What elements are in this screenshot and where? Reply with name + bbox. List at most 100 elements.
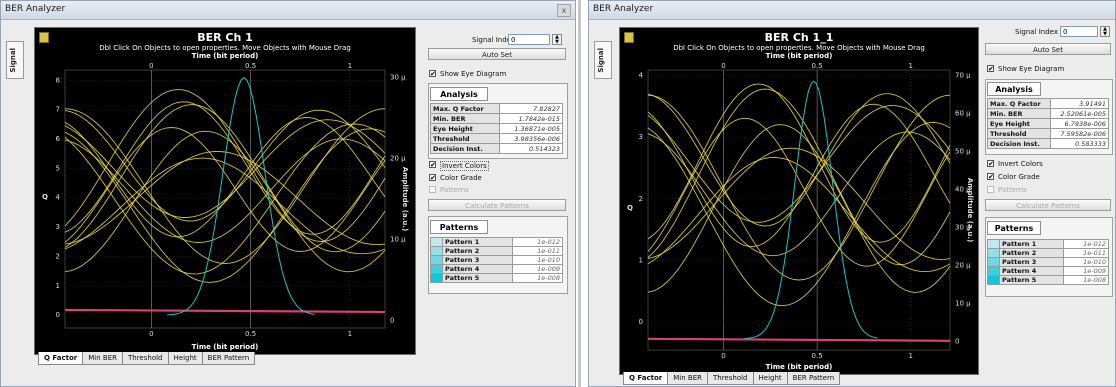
pattern-name: Pattern 3 <box>441 255 514 265</box>
eye-trace <box>64 123 386 275</box>
pattern-name: Pattern 2 <box>441 246 514 256</box>
ber-analyzer-window-right: BER Analyzer Signal BER Ch 1_1 Dbl Click… <box>588 0 1116 387</box>
invert-colors-checkbox[interactable]: ✔ <box>429 161 436 169</box>
top-axis-label: Time (bit period) <box>765 52 833 60</box>
pattern-color-swatch[interactable] <box>987 275 1000 285</box>
pattern-ber-value: 1e-012 <box>512 237 563 247</box>
tab-q-factor[interactable]: Q Factor <box>38 352 84 365</box>
pattern-row[interactable]: Pattern 4 1e-009 <box>430 264 563 274</box>
invert-colors-checkbox[interactable]: ✔ <box>987 160 994 168</box>
pattern-row[interactable]: Pattern 3 1e-010 <box>430 255 563 265</box>
right-tick-label: 10 μ <box>390 235 406 243</box>
analysis-table: Max. Q Factor 7.82827 Min. BER 1.7842e-015 E… <box>429 103 563 154</box>
tab-ber-pattern[interactable]: BER Pattern <box>201 352 256 365</box>
plot-properties-icon[interactable] <box>624 32 634 43</box>
top-tick-label: 1 <box>348 62 352 70</box>
pattern-row[interactable]: Pattern 4 1e-009 <box>987 266 1110 276</box>
signal-index-label: Signal Index <box>1015 28 1058 36</box>
tab-height[interactable]: Height <box>752 372 788 385</box>
analysis-value: 0.514323 <box>499 143 563 154</box>
top-tick-label: 1 <box>909 62 913 70</box>
signal-index-spinner[interactable]: ▲ ▼ <box>1100 26 1110 37</box>
right-tick-label: 30 μ <box>390 74 406 82</box>
color-grade-checkbox[interactable]: ✔ <box>987 173 994 181</box>
signal-index-spinner[interactable]: ▲ ▼ <box>552 34 562 45</box>
analysis-key: Min. BER <box>986 108 1052 119</box>
eye-traces <box>647 83 951 307</box>
analysis-key: Eye Height <box>429 123 501 134</box>
pattern-row[interactable]: Pattern 1 1e-012 <box>430 237 563 247</box>
eye-trace <box>64 108 386 264</box>
auto-set-button[interactable]: Auto Set <box>428 48 566 60</box>
pattern-row[interactable]: Pattern 5 1e-008 <box>430 273 563 283</box>
top-tick-label: 0.5 <box>812 62 823 70</box>
tab-q-factor[interactable]: Q Factor <box>623 372 669 385</box>
analysis-row: Eye Height 1.36871e-005 <box>429 123 563 134</box>
show-eye-diagram-checkbox[interactable]: ✔ <box>987 65 994 73</box>
tab-min-ber[interactable]: Min BER <box>82 352 123 365</box>
pattern-row[interactable]: Pattern 1 1e-012 <box>987 239 1110 249</box>
signal-side-tab[interactable]: Signal <box>594 41 612 79</box>
tab-min-ber[interactable]: Min BER <box>667 372 708 385</box>
pattern-color-swatch[interactable] <box>430 273 443 283</box>
eye-trace <box>647 156 951 273</box>
pattern-row[interactable]: Pattern 5 1e-008 <box>987 275 1110 285</box>
plot-title: BER Ch 1_1 <box>764 31 834 44</box>
pattern-color-swatch[interactable] <box>430 255 443 265</box>
eye-trace <box>647 117 951 267</box>
pattern-color-swatch[interactable] <box>987 266 1000 276</box>
show-eye-diagram-checkbox[interactable]: ✔ <box>429 70 436 78</box>
color-grade-checkbox[interactable]: ✔ <box>429 174 436 182</box>
eye-trace <box>647 93 951 227</box>
tab-ber-pattern[interactable]: BER Pattern <box>786 372 841 385</box>
auto-set-button[interactable]: Auto Set <box>985 43 1111 55</box>
left-tick-label: 4 <box>56 194 61 202</box>
pattern-row[interactable]: Pattern 2 1e-011 <box>430 246 563 256</box>
show-eye-diagram-label: Show Eye Diagram <box>998 65 1065 73</box>
plot-properties-icon[interactable] <box>39 32 49 43</box>
signal-index-input[interactable]: 0 <box>508 34 550 45</box>
eye-trace <box>647 131 951 257</box>
analysis-row: Eye Height 6.7938e-006 <box>986 118 1109 129</box>
pattern-row[interactable]: Pattern 3 1e-010 <box>987 257 1110 267</box>
title-bar[interactable]: BER Analyzer x <box>1 1 575 20</box>
patterns-checkbox-label: Patterns <box>998 186 1027 194</box>
right-tick-label: 20 μ <box>390 155 406 163</box>
bottom-tick-label: 0.5 <box>812 352 823 360</box>
patterns-checkbox[interactable] <box>987 186 994 193</box>
tab-threshold[interactable]: Threshold <box>707 372 754 385</box>
analysis-key: Max. Q Factor <box>986 98 1052 109</box>
close-button[interactable]: x <box>557 4 571 17</box>
signal-index-input[interactable]: 0 <box>1060 26 1098 37</box>
analysis-value: 1.7842e-015 <box>499 113 563 124</box>
calculate-patterns-button[interactable]: Calculate Patterns <box>985 199 1111 211</box>
pattern-color-swatch[interactable] <box>430 237 443 247</box>
eye-trace <box>647 83 951 243</box>
analysis-row: Min. BER 2.52061e-005 <box>986 108 1109 119</box>
top-tick-label: 0 <box>149 62 153 70</box>
tab-height[interactable]: Height <box>167 352 203 365</box>
eye-diagram-plot[interactable]: BER Ch 1_1 Dbl Click On Objects to open … <box>619 27 979 375</box>
eye-diagram-canvas: 0 0 0.5 0.5 1 1 8 7 6 5 4 3 2 1 0 30 μ 20 μ 10 μ 0 Q Amplitu… <box>42 62 409 338</box>
right-tick-label: 20 μ <box>955 262 971 270</box>
pattern-color-swatch[interactable] <box>430 264 443 274</box>
left-tick-label: 5 <box>56 164 60 172</box>
eye-trace <box>64 104 386 253</box>
eye-diagram-plot[interactable]: BER Ch 1 Dbl Click On Objects to open pr… <box>34 27 416 355</box>
analysis-row: Max. Q Factor 7.82827 <box>429 103 563 114</box>
pattern-color-swatch[interactable] <box>987 239 1000 249</box>
pattern-row[interactable]: Pattern 2 1e-011 <box>987 248 1110 258</box>
right-tick-label: 70 μ <box>955 72 971 80</box>
patterns-checkbox[interactable] <box>429 186 436 193</box>
tab-threshold[interactable]: Threshold <box>122 352 169 365</box>
pattern-ber-value: 1e-011 <box>1062 248 1110 258</box>
pattern-color-swatch[interactable] <box>987 248 1000 258</box>
analysis-row: Threshold 7.59582e-006 <box>986 128 1109 139</box>
pattern-color-swatch[interactable] <box>430 246 443 256</box>
calculate-patterns-button[interactable]: Calculate Patterns <box>428 199 566 211</box>
left-tick-label: 0 <box>56 311 60 319</box>
amplitude-axis-label: Amplitude (a.u.) <box>966 178 974 242</box>
signal-side-tab[interactable]: Signal <box>6 41 24 79</box>
pattern-color-swatch[interactable] <box>987 257 1000 267</box>
title-bar[interactable]: BER Analyzer <box>589 1 1115 20</box>
